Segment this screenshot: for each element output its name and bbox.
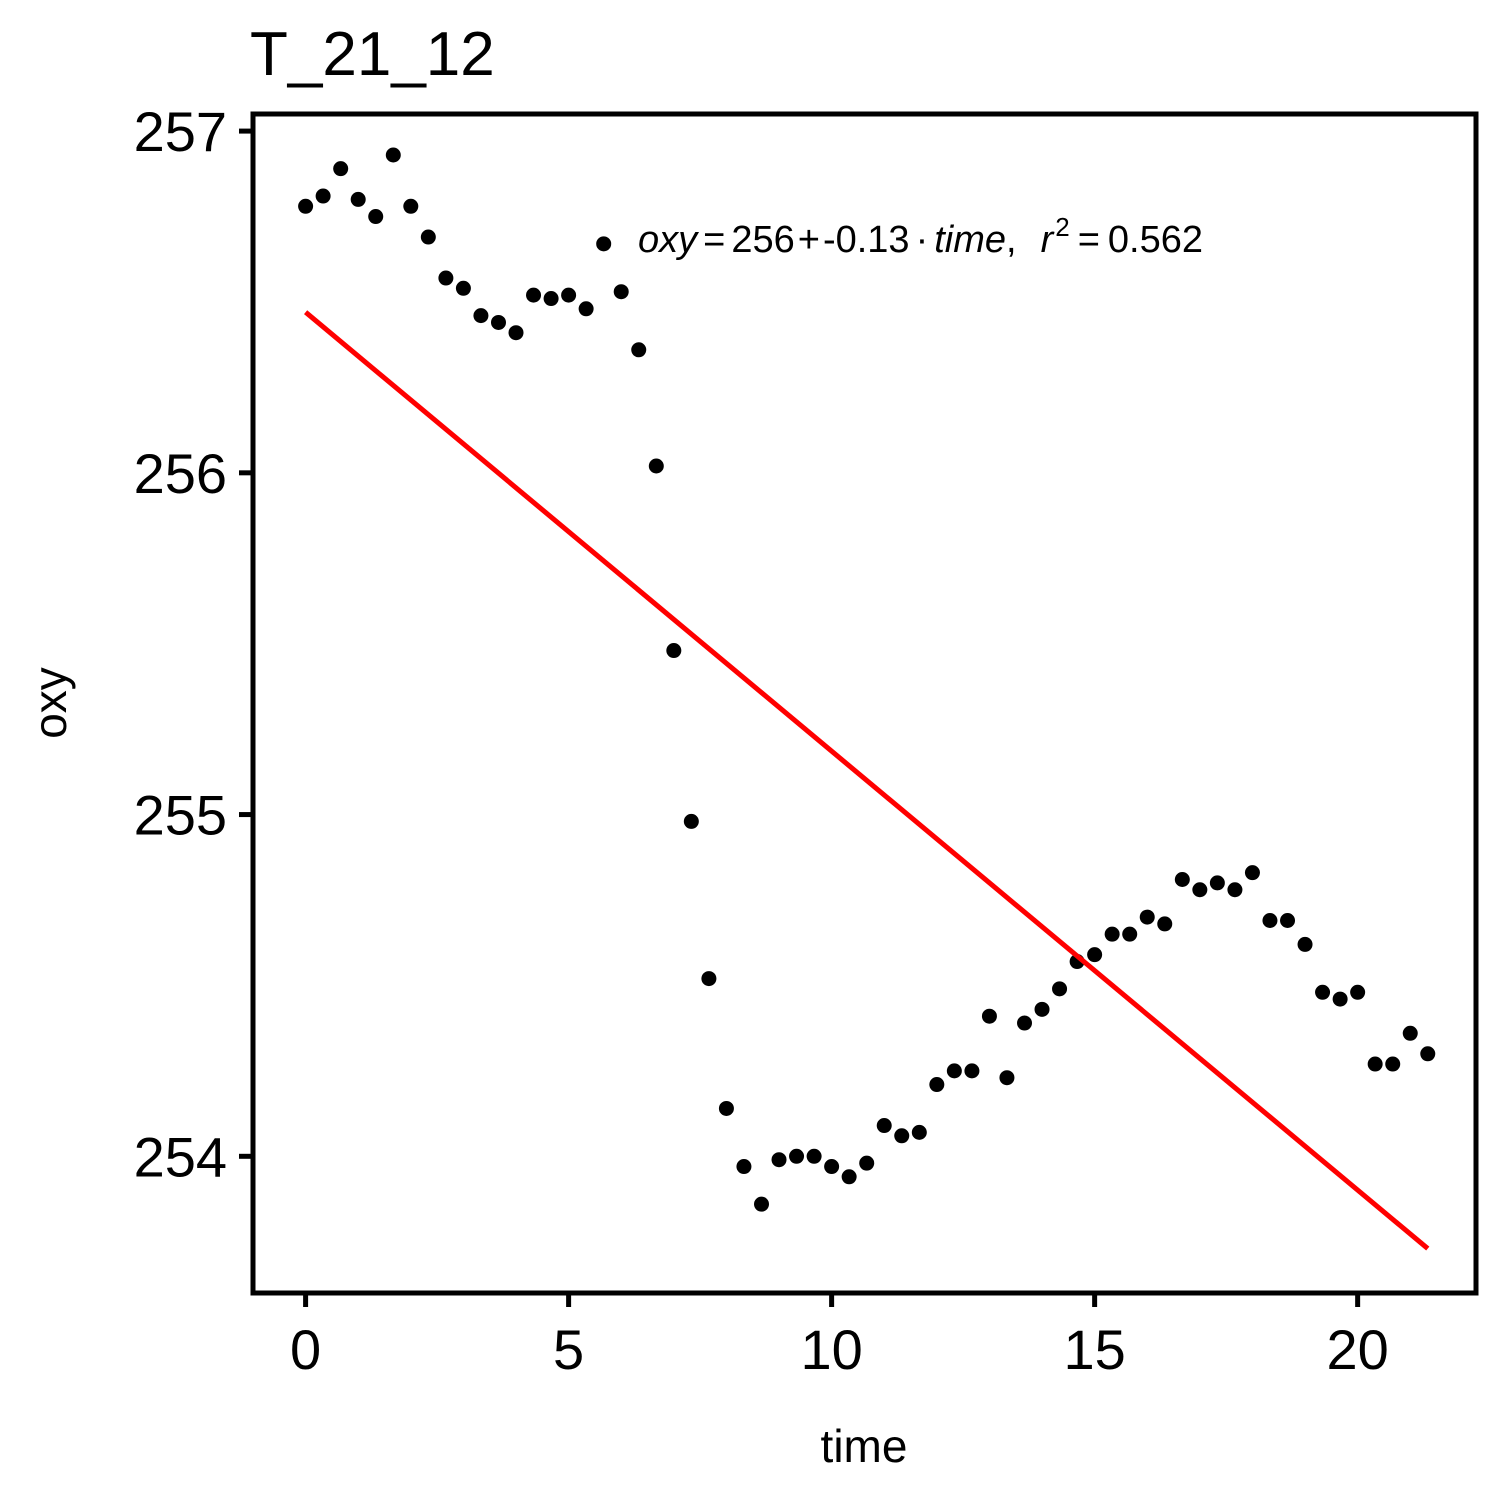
data-point (490, 314, 506, 330)
data-point (1350, 984, 1366, 1000)
data-point (385, 147, 401, 163)
points-layer (298, 147, 1436, 1212)
data-point (578, 301, 594, 317)
data-point (368, 209, 384, 225)
eq-r2-value: 0.562 (1108, 219, 1203, 261)
data-point (1087, 947, 1103, 963)
plot-frame (250, 111, 1479, 1296)
data-point (1104, 926, 1120, 942)
data-point (455, 280, 471, 296)
data-point (526, 287, 542, 303)
y-tick-label: 254 (134, 1125, 227, 1188)
data-point (648, 458, 664, 474)
data-point (631, 342, 647, 358)
eq-r2-equals: = (1078, 219, 1100, 261)
data-point (981, 1008, 997, 1024)
data-point (859, 1155, 875, 1171)
chart-title: T_21_12 (250, 20, 495, 89)
data-point (1174, 871, 1190, 887)
data-point (473, 308, 489, 324)
y-tick-label: 255 (134, 784, 227, 847)
x-tick-label: 5 (553, 1318, 584, 1381)
data-point (350, 191, 366, 207)
y-tick-label: 256 (134, 442, 227, 505)
data-point (683, 813, 699, 829)
data-point (333, 161, 349, 177)
data-point (771, 1152, 787, 1168)
data-point (1420, 1046, 1436, 1062)
data-point (1280, 913, 1296, 929)
data-point (543, 291, 559, 307)
eq-r: r (1041, 219, 1055, 261)
data-point (561, 287, 577, 303)
fit-layer (304, 310, 1430, 1251)
x-tick-label: 15 (1063, 1318, 1125, 1381)
data-point (911, 1124, 927, 1140)
eq-dot: · (916, 219, 929, 261)
data-point (1262, 913, 1278, 929)
data-point (315, 188, 331, 204)
data-point (1157, 916, 1173, 932)
data-point (1034, 1001, 1050, 1017)
data-point (1139, 909, 1155, 925)
data-point (1244, 865, 1260, 881)
x-axis: 0 5 10 15 20 (290, 1293, 1389, 1381)
y-tick-label: 257 (134, 100, 227, 163)
data-point (1402, 1025, 1418, 1041)
eq-var-y: oxy (638, 219, 699, 261)
data-point (806, 1148, 822, 1164)
data-point (596, 236, 612, 252)
data-point (754, 1196, 770, 1212)
data-point (876, 1118, 892, 1134)
eq-comma: , (1006, 219, 1017, 261)
eq-var-x: time (934, 219, 1006, 261)
data-point (1367, 1056, 1383, 1072)
data-point (929, 1077, 945, 1093)
regression-equation: oxy = 256+-0.13 · time, r2 = 0.562 (638, 212, 1203, 261)
data-point (736, 1159, 752, 1175)
data-point (999, 1070, 1015, 1086)
data-point (1192, 882, 1208, 898)
x-tick-label: 0 (290, 1318, 321, 1381)
data-point (508, 325, 524, 341)
data-point (841, 1169, 857, 1185)
data-point (666, 643, 682, 659)
data-point (1209, 875, 1225, 891)
data-point (403, 198, 419, 214)
eq-r-sup: 2 (1055, 212, 1069, 242)
data-point (1122, 926, 1138, 942)
data-point (1017, 1015, 1033, 1031)
data-point (701, 971, 717, 987)
data-point (1052, 981, 1068, 997)
y-axis: 254 255 256 257 (134, 100, 253, 1188)
data-point (1227, 882, 1243, 898)
x-tick-label: 10 (800, 1318, 862, 1381)
data-point (613, 284, 629, 300)
y-axis-title: oxy (24, 667, 76, 739)
data-point (438, 270, 454, 286)
regression-line (304, 310, 1430, 1251)
data-point (964, 1063, 980, 1079)
eq-intercept: 256 (731, 219, 794, 261)
data-point (1315, 984, 1331, 1000)
eq-slope: -0.13 (823, 219, 910, 261)
data-point (789, 1148, 805, 1164)
data-point (946, 1063, 962, 1079)
data-point (894, 1128, 910, 1144)
x-tick-label: 20 (1326, 1318, 1388, 1381)
eq-equals: = (703, 219, 725, 261)
data-point (1332, 991, 1348, 1007)
data-point (1297, 936, 1313, 952)
data-point (718, 1100, 734, 1116)
data-point (420, 229, 436, 245)
data-point (1385, 1056, 1401, 1072)
eq-plus: + (798, 219, 820, 261)
data-point (824, 1159, 840, 1175)
x-axis-title: time (821, 1420, 908, 1472)
data-point (298, 198, 314, 214)
